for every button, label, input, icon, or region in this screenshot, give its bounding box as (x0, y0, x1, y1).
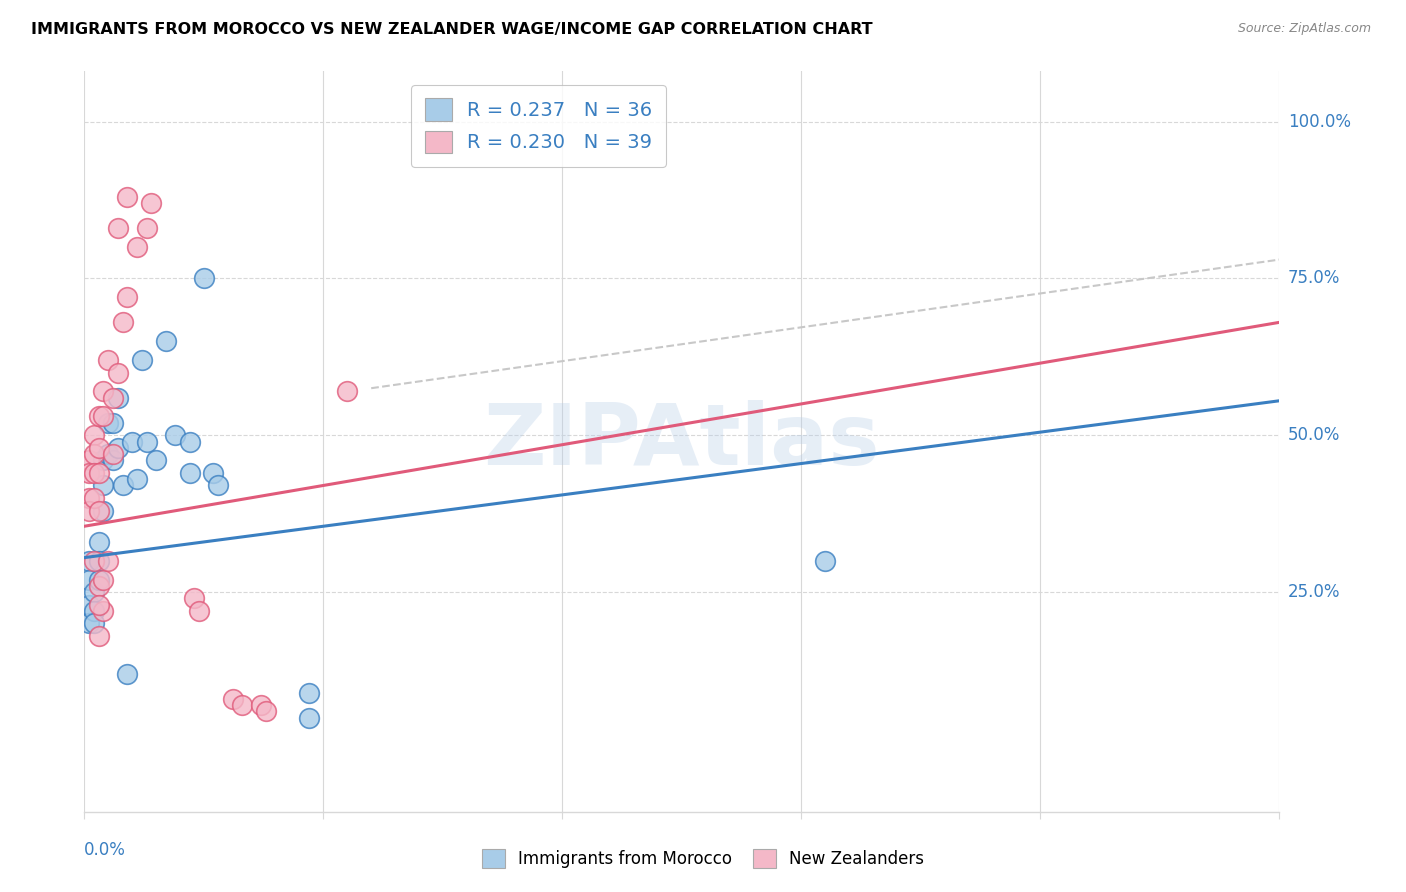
Point (87, 573, 110, 587)
Point (93, 573, 115, 587)
Point (83, 491, 105, 505)
Point (101, 453, 124, 467)
Point (93, 478, 115, 492)
Point (125, 472, 148, 486)
Point (83, 585, 105, 599)
Point (165, 428, 187, 442)
Point (77, 554, 100, 568)
Point (87, 598, 110, 612)
Point (93, 384, 115, 399)
Point (183, 591, 205, 606)
Text: 75.0%: 75.0% (1288, 269, 1340, 287)
Point (131, 353, 153, 368)
Point (135, 434, 157, 449)
Point (83, 604, 105, 618)
Point (101, 391, 124, 405)
Point (117, 290, 139, 304)
Point (93, 409, 115, 424)
Point (93, 604, 115, 618)
Point (101, 416, 124, 430)
Point (107, 441, 129, 455)
Point (250, 698, 273, 712)
Point (97, 447, 120, 461)
Point (298, 685, 321, 699)
Point (87, 466, 110, 480)
Point (145, 453, 167, 467)
Point (117, 190, 139, 204)
Point (135, 221, 157, 235)
Point (97, 353, 120, 368)
Point (179, 466, 201, 480)
Point (87, 409, 110, 424)
Point (179, 434, 201, 449)
Point (111, 478, 134, 492)
Point (231, 698, 253, 712)
Point (107, 221, 129, 235)
Point (193, 271, 215, 285)
Text: 50.0%: 50.0% (1288, 426, 1340, 444)
Point (77, 466, 100, 480)
Point (125, 240, 148, 254)
Point (83, 447, 105, 461)
Text: 100.0%: 100.0% (1288, 112, 1351, 130)
Point (141, 196, 163, 211)
Point (93, 453, 115, 467)
Legend: Immigrants from Morocco, New Zealanders: Immigrants from Morocco, New Zealanders (475, 842, 931, 875)
Text: ZIPAtlas: ZIPAtlas (484, 400, 880, 483)
Text: 25.0%: 25.0% (1288, 583, 1340, 601)
Point (87, 535, 110, 549)
Legend: R = 0.237   N = 36, R = 0.230   N = 39: R = 0.237 N = 36, R = 0.230 N = 39 (411, 85, 666, 167)
Point (107, 366, 129, 380)
Point (77, 598, 100, 612)
Point (298, 710, 321, 724)
Point (202, 466, 225, 480)
Point (117, 666, 139, 681)
Text: IMMIGRANTS FROM MOROCCO VS NEW ZEALANDER WAGE/INCOME GAP CORRELATION CHART: IMMIGRANTS FROM MOROCCO VS NEW ZEALANDER… (31, 22, 873, 37)
Point (254, 704, 277, 718)
Point (83, 428, 105, 442)
Point (77, 573, 100, 587)
Point (87, 503, 110, 517)
Point (77, 453, 100, 467)
Point (97, 416, 120, 430)
Point (87, 441, 110, 455)
Point (121, 434, 143, 449)
Point (107, 391, 129, 405)
Point (83, 616, 105, 631)
Text: 0.0%: 0.0% (84, 841, 127, 859)
Point (77, 491, 100, 505)
Point (101, 447, 124, 461)
Point (77, 616, 100, 631)
Point (93, 503, 115, 517)
Point (77, 503, 100, 517)
Point (111, 315, 134, 329)
Point (87, 554, 110, 568)
Point (83, 466, 105, 480)
Point (207, 478, 229, 492)
Point (814, 554, 837, 568)
Point (188, 604, 211, 618)
Point (155, 334, 177, 348)
Point (83, 554, 105, 568)
Point (221, 691, 243, 706)
Text: Source: ZipAtlas.com: Source: ZipAtlas.com (1237, 22, 1371, 36)
Point (87, 629, 110, 643)
Point (97, 554, 120, 568)
Point (87, 579, 110, 593)
Point (336, 384, 359, 399)
